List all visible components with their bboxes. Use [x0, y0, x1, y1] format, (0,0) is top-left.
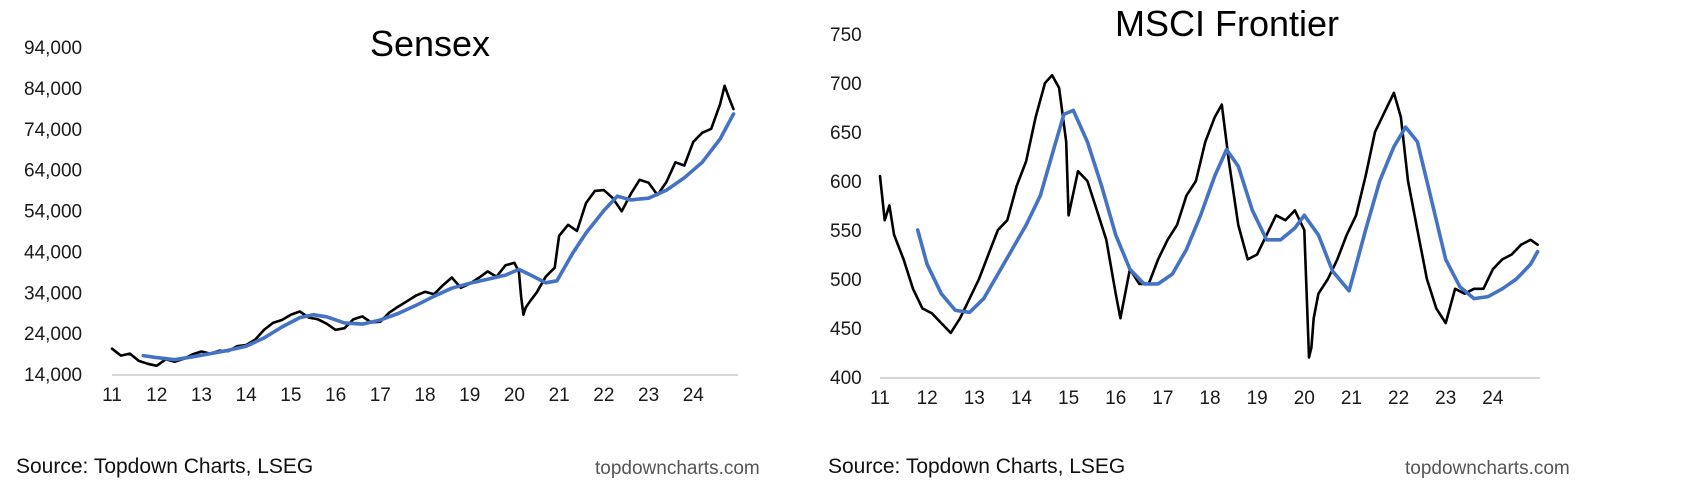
x-tick-label: 16	[1105, 388, 1126, 409]
y-tick-label: 400	[830, 368, 862, 389]
x-tick-label: 17	[1152, 388, 1173, 409]
series-line-average	[141, 112, 736, 362]
chart-sensex: Sensex 14,000 24,000 34,000 44,000 54,000 64,0…	[16, 23, 760, 479]
x-tick-label: 13	[964, 388, 985, 409]
y-tick-label: 500	[830, 270, 862, 291]
y-tick-label: 54,000	[24, 202, 82, 223]
chart-title: Sensex	[370, 23, 490, 64]
x-tick-label: 21	[1341, 388, 1362, 409]
x-tick-label: 13	[191, 385, 212, 406]
msci-frontier-chart-svg: MSCI Frontier 400 450 500 550 600 650 700 750 11 1…	[830, 3, 1540, 409]
y-tick-label: 84,000	[24, 79, 82, 100]
x-tick-label: 15	[280, 385, 301, 406]
x-tick-label: 11	[102, 385, 122, 406]
y-tick-label: 34,000	[24, 283, 82, 304]
chart-msci-frontier: MSCI Frontier 400 450 500 550 600 650 700 750 11 1…	[828, 0, 1700, 485]
y-tick-label: 700	[830, 74, 862, 95]
x-tick-label: 23	[638, 385, 659, 406]
y-tick-label: 24,000	[24, 324, 82, 345]
y-tick-label: 44,000	[24, 242, 82, 263]
series-line-average	[915, 108, 1540, 315]
y-tick-label: 74,000	[24, 120, 82, 141]
x-tick-label: 19	[459, 385, 480, 406]
x-tick-label: 20	[1294, 388, 1315, 409]
site-watermark: topdowncharts.com	[1405, 458, 1570, 479]
x-tick-label: 18	[1199, 388, 1220, 409]
sensex-chart-svg: Sensex 14,000 24,000 34,000 44,000 54,000 64,0…	[24, 23, 738, 406]
y-tick-label: 450	[830, 319, 862, 340]
y-tick-label: 600	[830, 172, 862, 193]
x-tick-label: 23	[1435, 388, 1456, 409]
x-tick-label: 14	[236, 385, 258, 406]
x-tick-label: 14	[1011, 388, 1033, 409]
x-tick-label: 22	[593, 385, 614, 406]
x-tick-label: 19	[1247, 388, 1268, 409]
x-tick-label: 16	[325, 385, 346, 406]
y-tick-label: 64,000	[24, 161, 82, 182]
x-tick-label: 18	[414, 385, 435, 406]
y-tick-label: 14,000	[24, 365, 82, 386]
x-tick-label: 11	[870, 388, 890, 409]
x-tick-label: 17	[370, 385, 391, 406]
source-note: Source: Topdown Charts, LSEG	[16, 455, 314, 478]
x-tick-label: 21	[549, 385, 570, 406]
x-tick-label: 12	[917, 388, 938, 409]
x-tick-label: 15	[1058, 388, 1079, 409]
x-tick-label: 22	[1388, 388, 1409, 409]
chart-title: MSCI Frontier	[1115, 3, 1339, 44]
site-watermark: topdowncharts.com	[595, 458, 760, 479]
x-tick-label: 24	[683, 385, 705, 406]
x-tick-label: 24	[1482, 388, 1504, 409]
y-tick-label: 650	[830, 123, 862, 144]
source-note: Source: Topdown Charts, LSEG	[828, 455, 1126, 478]
y-tick-label: 750	[830, 25, 862, 46]
x-tick-label: 20	[504, 385, 525, 406]
series-line-price	[878, 73, 1539, 359]
y-tick-label: 550	[830, 221, 862, 242]
series-line-price	[110, 84, 735, 368]
x-tick-label: 12	[146, 385, 167, 406]
y-tick-label: 94,000	[24, 38, 82, 59]
